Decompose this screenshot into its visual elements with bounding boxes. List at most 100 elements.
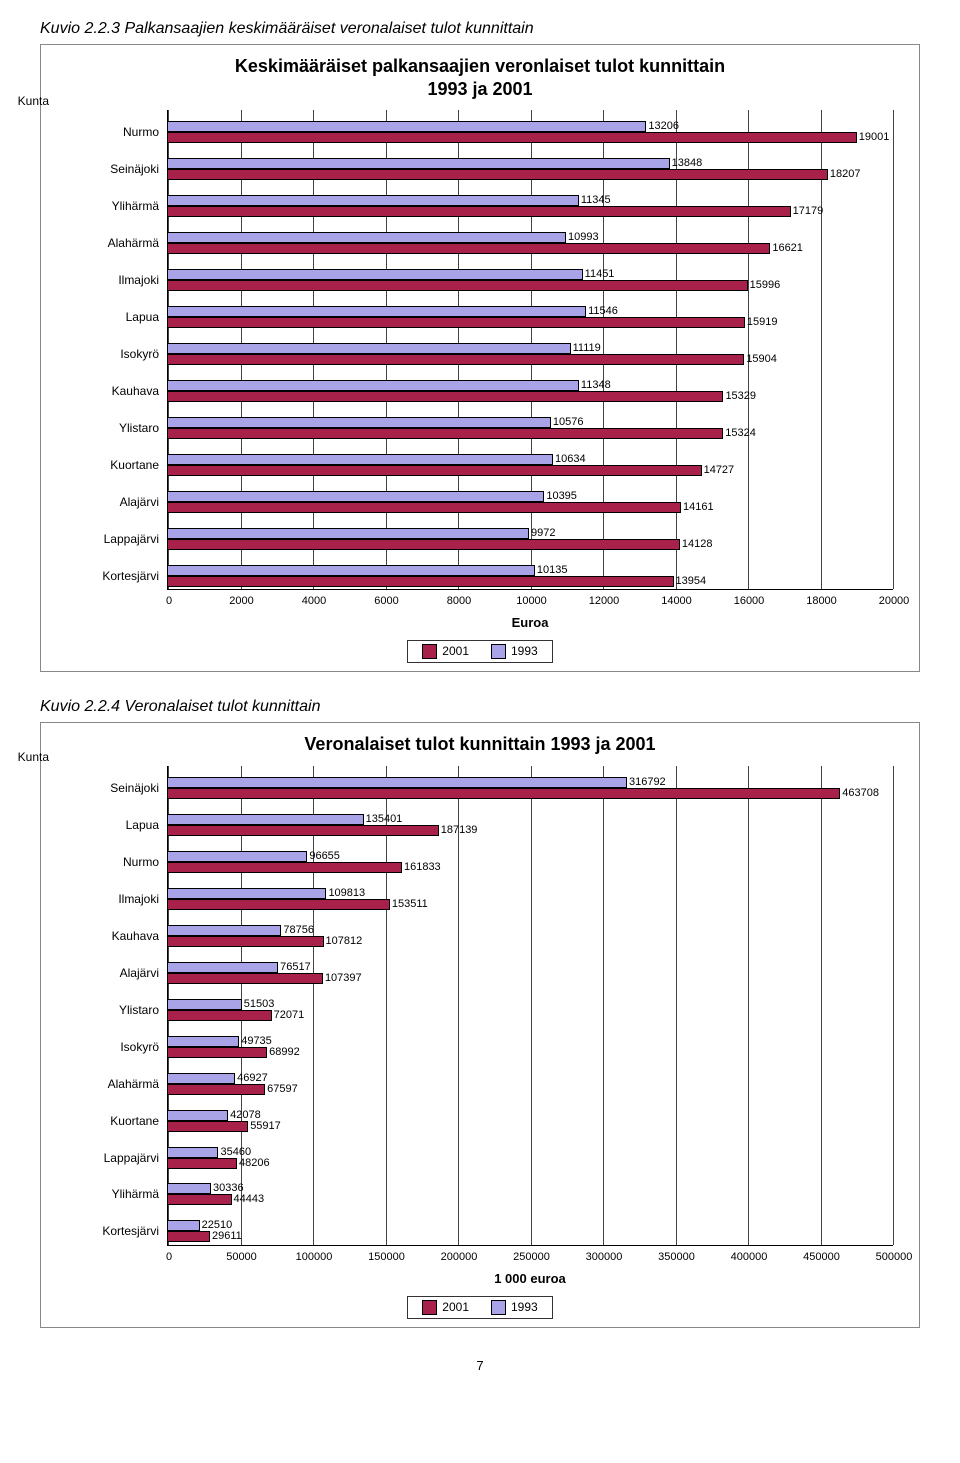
bar-value-label: 153511	[392, 899, 428, 910]
bar-1993: 10634	[167, 454, 553, 465]
x-tick-label: 12000	[584, 595, 624, 607]
bar-2001: 15996	[167, 280, 748, 291]
x-tick-label: 14000	[657, 595, 697, 607]
bar-value-label: 11546	[588, 306, 618, 317]
chart-row: Seinäjoki1384818207	[167, 153, 893, 186]
x-tick-label: 150000	[367, 1251, 407, 1263]
bar-1993: 51503	[167, 999, 242, 1010]
bar-2001: 67597	[167, 1084, 265, 1095]
bar-value-label: 11348	[581, 380, 611, 391]
chart-row: Seinäjoki316792463708	[167, 772, 893, 805]
bar-value-label: 15324	[725, 428, 756, 439]
x-tick-label: 20000	[874, 595, 914, 607]
bar-2001: 16621	[167, 243, 770, 254]
bar-2001: 13954	[167, 576, 674, 587]
bar-1993: 42078	[167, 1110, 228, 1121]
bar-1993: 22510	[167, 1220, 200, 1231]
category-label: Ylihärmä	[59, 1187, 159, 1201]
x-tick-label: 250000	[512, 1251, 552, 1263]
bar-value-label: 11345	[581, 195, 611, 206]
bar-1993: 30336	[167, 1183, 211, 1194]
category-label: Ilmajoki	[59, 273, 159, 287]
gridline: 500000	[893, 766, 894, 1245]
bar-value-label: 15904	[746, 354, 777, 365]
bar-value-label: 15919	[747, 317, 778, 328]
x-tick-label: 2000	[222, 595, 262, 607]
x-tick-label: 10000	[512, 595, 552, 607]
chart-row: Lappajärvi3546048206	[167, 1141, 893, 1174]
x-tick-label: 8000	[439, 595, 479, 607]
category-label: Ylistaro	[59, 1003, 159, 1017]
category-label: Kortesjärvi	[59, 1224, 159, 1238]
x-tick-label: 16000	[729, 595, 769, 607]
category-label: Lappajärvi	[59, 1151, 159, 1165]
category-label: Ylistaro	[59, 421, 159, 435]
category-label: Kauhava	[59, 384, 159, 398]
category-label: Kortesjärvi	[59, 569, 159, 583]
bar-value-label: 187139	[441, 825, 478, 836]
bar-2001: 153511	[167, 899, 390, 910]
category-label: Kauhava	[59, 929, 159, 943]
bar-1993: 316792	[167, 777, 627, 788]
bar-1993: 76517	[167, 962, 278, 973]
bar-value-label: 11119	[573, 343, 601, 354]
category-label: Isokyrö	[59, 1040, 159, 1054]
bar-value-label: 72071	[274, 1010, 305, 1021]
bar-2001: 15919	[167, 317, 745, 328]
bar-value-label: 49735	[241, 1036, 272, 1047]
bar-1993: 13206	[167, 121, 646, 132]
bar-2001: 107397	[167, 973, 323, 984]
x-tick-label: 500000	[874, 1251, 914, 1263]
x-tick-label: 450000	[802, 1251, 842, 1263]
chart-row: Kauhava78756107812	[167, 920, 893, 953]
chart-row: Nurmo1320619001	[167, 116, 893, 149]
bar-value-label: 16621	[772, 243, 803, 254]
bar-value-label: 15329	[725, 391, 756, 402]
category-label: Isokyrö	[59, 347, 159, 361]
category-label: Alajärvi	[59, 966, 159, 980]
x-tick-label: 6000	[367, 595, 407, 607]
y-axis-group-label-1: Kunta	[0, 94, 49, 108]
category-label: Kuortane	[59, 458, 159, 472]
chart-row: Ylihärmä1134517179	[167, 190, 893, 223]
page-number: 7	[40, 1358, 920, 1373]
bar-1993: 46927	[167, 1073, 235, 1084]
x-tick-label: 200000	[439, 1251, 479, 1263]
bar-value-label: 109813	[328, 888, 365, 899]
bar-value-label: 11451	[585, 269, 615, 280]
x-tick-label: 100000	[294, 1251, 334, 1263]
bar-value-label: 68992	[269, 1047, 300, 1058]
bar-2001: 72071	[167, 1010, 272, 1021]
bar-value-label: 96655	[309, 851, 340, 862]
x-tick-label: 300000	[584, 1251, 624, 1263]
chart-row: Kortesjärvi2251029611	[167, 1215, 893, 1248]
chart-row: Ylistaro1057615324	[167, 411, 893, 444]
category-label: Ylihärmä	[59, 199, 159, 213]
bar-2001: 18207	[167, 169, 828, 180]
bar-value-label: 51503	[244, 999, 275, 1010]
bar-value-label: 13848	[672, 158, 703, 169]
bar-value-label: 107812	[326, 936, 363, 947]
bar-2001: 107812	[167, 936, 324, 947]
chart-2-xlabel: 1 000 euroa	[167, 1271, 893, 1286]
chart-row: Ylistaro5150372071	[167, 993, 893, 1026]
bar-1993: 13848	[167, 158, 670, 169]
bar-value-label: 135401	[366, 814, 403, 825]
bar-value-label: 9972	[531, 528, 555, 539]
chart-2: Veronalaiset tulot kunnittain 1993 ja 20…	[40, 722, 920, 1328]
bar-2001: 17179	[167, 206, 791, 217]
bar-value-label: 29611	[212, 1231, 242, 1242]
bar-value-label: 76517	[280, 962, 311, 973]
bar-1993: 10576	[167, 417, 551, 428]
x-tick-label: 50000	[222, 1251, 262, 1263]
bar-1993: 109813	[167, 888, 326, 899]
bar-value-label: 35460	[220, 1147, 251, 1158]
category-label: Lappajärvi	[59, 532, 159, 546]
bar-1993: 11345	[167, 195, 579, 206]
bar-value-label: 10395	[546, 491, 577, 502]
x-tick-label: 0	[149, 595, 189, 607]
bar-value-label: 55917	[250, 1121, 281, 1132]
bar-value-label: 107397	[325, 973, 362, 984]
bar-1993: 11451	[167, 269, 583, 280]
bar-2001: 29611	[167, 1231, 210, 1242]
